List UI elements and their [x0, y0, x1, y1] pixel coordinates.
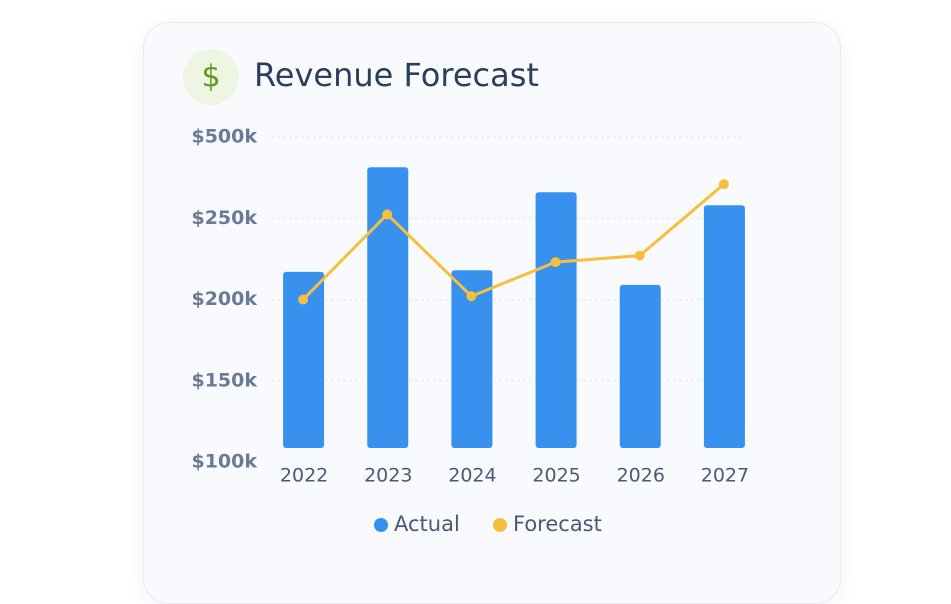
bar [535, 192, 577, 448]
y-tick-label: $200k [191, 288, 257, 310]
y-tick-label: $100k [191, 451, 257, 473]
y-tick-label: $500k [191, 126, 257, 148]
point [550, 257, 561, 268]
bar [451, 270, 493, 448]
chart: $ Revenue Forecast $100k $150k $200k $250k $… [183, 49, 749, 536]
bar [367, 167, 409, 448]
x-tick-label: 2025 [532, 465, 580, 487]
legend-label: Forecast [513, 512, 602, 536]
legend-label: Actual [394, 512, 460, 536]
x-tick-label: 2023 [364, 465, 412, 487]
line [302, 182, 725, 301]
x-tick-label: 2024 [448, 465, 496, 487]
y-tick-label: $250k [191, 207, 257, 229]
icon-badge [183, 49, 239, 105]
point [634, 250, 645, 261]
point [298, 294, 309, 305]
y-tick-label: $150k [191, 369, 257, 391]
bar [703, 205, 745, 448]
bar [283, 271, 325, 448]
point [382, 209, 393, 220]
point [718, 179, 729, 190]
bar [619, 284, 661, 448]
point [466, 291, 477, 302]
x-tick-label: 2022 [280, 465, 328, 487]
page: $ Revenue Forecast $100k $150k $200k $250k $… [143, 22, 841, 604]
x-tick-label: 2026 [617, 465, 665, 487]
chart-title: Revenue Forecast [254, 56, 539, 94]
legend-swatch [374, 518, 388, 532]
x-tick-label: 2027 [701, 465, 749, 487]
legend-swatch [493, 518, 507, 532]
icon: $ [201, 60, 220, 95]
